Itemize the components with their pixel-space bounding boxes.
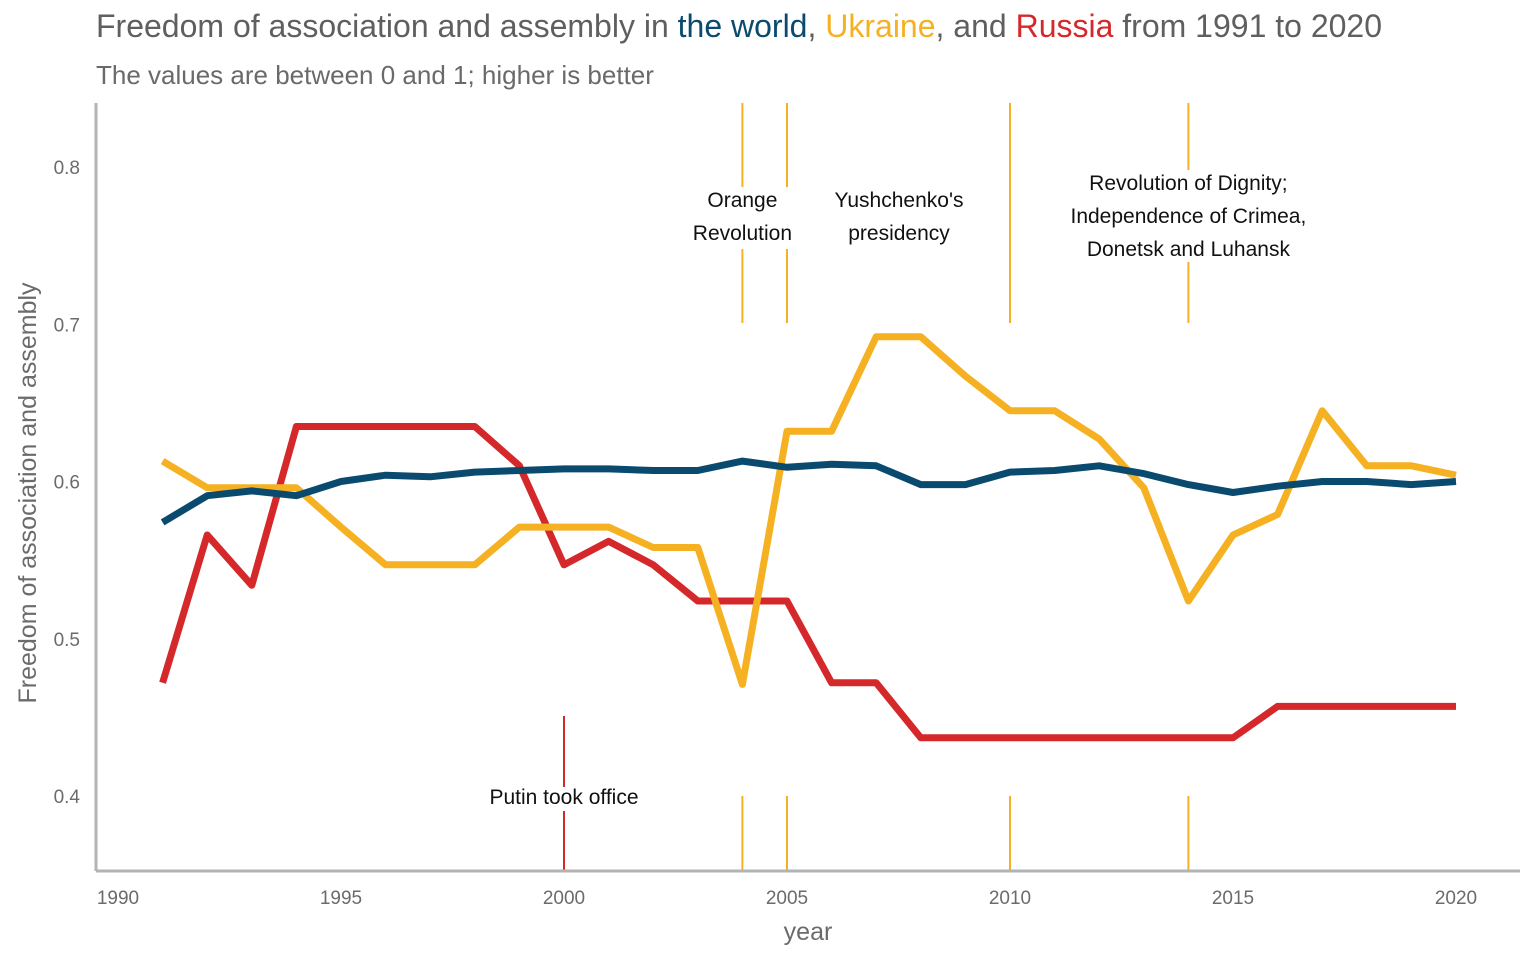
x-tick-label: 1995 bbox=[320, 888, 362, 909]
title-prefix: Freedom of association and assembly in bbox=[96, 8, 678, 44]
x-tick-label: 1990 bbox=[97, 888, 139, 909]
y-tick-label: 0.6 bbox=[54, 473, 80, 494]
y-axis-title: Freedom of association and assembly bbox=[14, 282, 42, 704]
title-russia: Russia bbox=[1015, 8, 1114, 44]
annotation-layer: Orange Revolution Yushchenko's presidency Re… bbox=[489, 103, 1306, 871]
event-annotation-label: Independence of Crimea, bbox=[1070, 205, 1306, 228]
series-line-ukraine bbox=[160, 333, 1457, 688]
title-ukraine: Ukraine bbox=[825, 8, 936, 44]
y-tick-label: 0.4 bbox=[54, 787, 81, 808]
series-line-russia bbox=[159, 423, 1456, 742]
title-sep2: , and bbox=[935, 8, 1016, 44]
event-annotation-label: Orange bbox=[707, 189, 777, 212]
y-tick-label: 0.7 bbox=[54, 315, 80, 336]
title-world: the world bbox=[677, 8, 808, 44]
title-suffix: from 1991 to 2020 bbox=[1113, 8, 1383, 44]
event-annotation-label: Revolution of Dignity; bbox=[1089, 172, 1287, 195]
series-line-the-world bbox=[160, 457, 1457, 526]
event-annotation-label: Donetsk and Luhansk bbox=[1087, 238, 1291, 261]
x-tick-label: 2015 bbox=[1212, 888, 1254, 909]
y-tick-label: 0.5 bbox=[54, 630, 80, 651]
series-layer bbox=[159, 333, 1457, 742]
event-annotation-label: Yushchenko's bbox=[835, 189, 964, 212]
y-tick-label: 0.8 bbox=[54, 158, 80, 179]
x-axis-title: year bbox=[784, 918, 833, 946]
event-annotation-label: Revolution bbox=[693, 222, 792, 245]
x-tick-label: 2020 bbox=[1435, 888, 1477, 909]
event-annotation-label: Putin took office bbox=[489, 786, 638, 809]
chart-title: Freedom of association and assembly in t… bbox=[96, 8, 1382, 45]
axes bbox=[94, 103, 1520, 873]
x-tick-label: 2010 bbox=[989, 888, 1031, 909]
tick-labels: 1990 1995 2000 2005 2010 2015 2020 0.4 0.5 0.6 0.7… bbox=[54, 158, 1478, 909]
chart-subtitle: The values are between 0 and 1; higher i… bbox=[96, 60, 654, 90]
event-annotation-label: presidency bbox=[848, 222, 950, 245]
x-tick-label: 2000 bbox=[543, 888, 585, 909]
x-tick-label: 2005 bbox=[766, 888, 808, 909]
title-sep1: , bbox=[807, 8, 826, 44]
